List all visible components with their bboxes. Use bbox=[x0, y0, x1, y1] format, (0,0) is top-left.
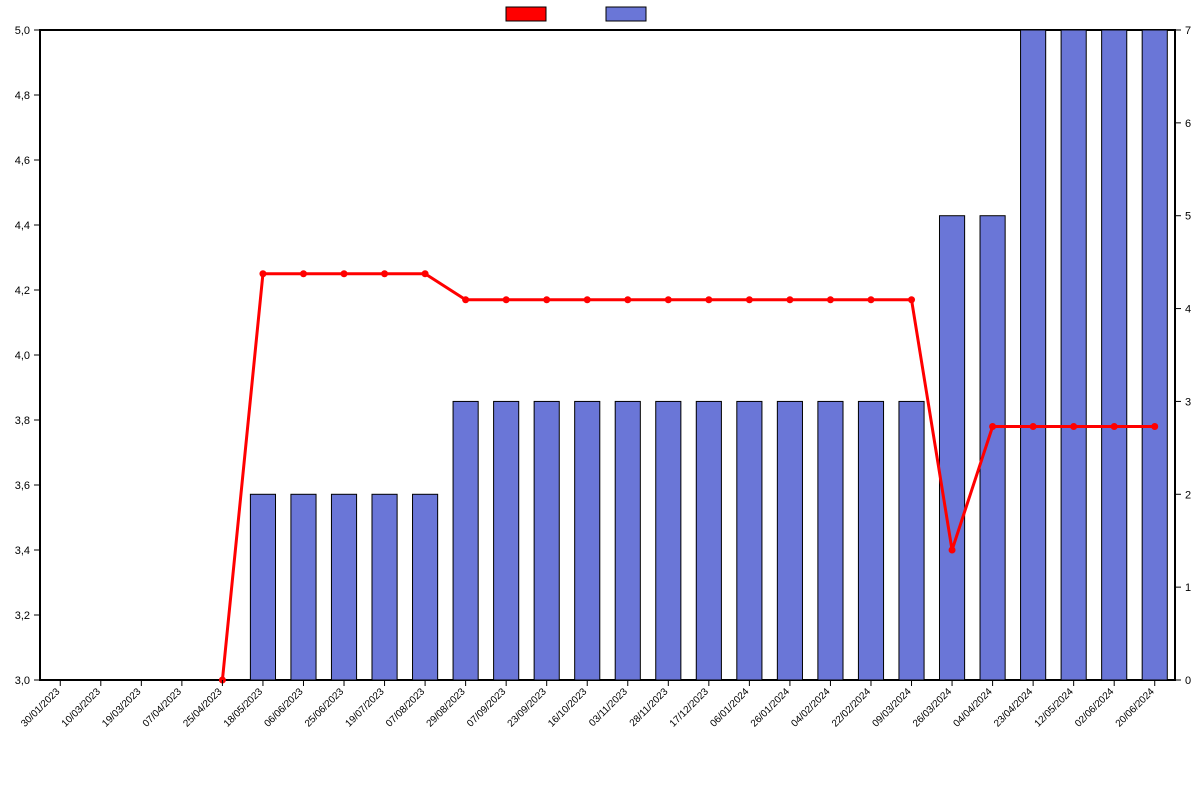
line-marker bbox=[624, 296, 631, 303]
bar bbox=[494, 401, 519, 680]
legend-line-swatch bbox=[506, 7, 546, 21]
line-marker bbox=[1151, 423, 1158, 430]
bar bbox=[250, 494, 275, 680]
y-left-tick-label: 4,2 bbox=[15, 285, 30, 297]
y-right-tick-label: 2 bbox=[1185, 489, 1191, 501]
y-right-tick-label: 0 bbox=[1185, 675, 1191, 687]
line-marker bbox=[341, 270, 348, 277]
bar bbox=[575, 401, 600, 680]
bar bbox=[291, 494, 316, 680]
y-right-tick-label: 6 bbox=[1185, 118, 1191, 130]
bar bbox=[696, 401, 721, 680]
bar bbox=[1142, 30, 1167, 680]
y-left-tick-label: 4,4 bbox=[15, 220, 30, 232]
line-marker bbox=[1070, 423, 1077, 430]
line-marker bbox=[908, 296, 915, 303]
bar bbox=[331, 494, 356, 680]
y-right-tick-label: 5 bbox=[1185, 211, 1191, 223]
line-marker bbox=[543, 296, 550, 303]
y-left-tick-label: 5,0 bbox=[15, 25, 30, 37]
line-marker bbox=[665, 296, 672, 303]
line-marker bbox=[584, 296, 591, 303]
bar bbox=[413, 494, 438, 680]
line-marker bbox=[1111, 423, 1118, 430]
y-right-tick-label: 1 bbox=[1185, 582, 1191, 594]
bar bbox=[1102, 30, 1127, 680]
line-marker bbox=[786, 296, 793, 303]
bar bbox=[818, 401, 843, 680]
line-marker bbox=[705, 296, 712, 303]
line-marker bbox=[746, 296, 753, 303]
line-marker bbox=[503, 296, 510, 303]
y-left-tick-label: 4,0 bbox=[15, 350, 30, 362]
bar bbox=[939, 216, 964, 680]
line-marker bbox=[827, 296, 834, 303]
line-marker bbox=[259, 270, 266, 277]
bar bbox=[1021, 30, 1046, 680]
line-marker bbox=[1030, 423, 1037, 430]
bar bbox=[980, 216, 1005, 680]
bar bbox=[534, 401, 559, 680]
y-left-tick-label: 3,6 bbox=[15, 480, 30, 492]
y-left-tick-label: 4,6 bbox=[15, 155, 30, 167]
bar bbox=[453, 401, 478, 680]
y-left-tick-label: 3,4 bbox=[15, 545, 30, 557]
y-right-tick-label: 3 bbox=[1185, 396, 1191, 408]
y-left-tick-label: 3,8 bbox=[15, 415, 30, 427]
bar bbox=[899, 401, 924, 680]
y-left-tick-label: 3,2 bbox=[15, 610, 30, 622]
line-marker bbox=[422, 270, 429, 277]
bar bbox=[737, 401, 762, 680]
line-marker bbox=[381, 270, 388, 277]
bar bbox=[372, 494, 397, 680]
bar bbox=[656, 401, 681, 680]
bar bbox=[777, 401, 802, 680]
combo-chart: 3,0 3,2 3,4 3,6 3,8 4,0 4,2 4,4 4,6 4,8 5,0 0 1 2 3 4 5 6… bbox=[0, 0, 1200, 800]
y-left-tick-label: 3,0 bbox=[15, 675, 30, 687]
legend-bar-swatch bbox=[606, 7, 646, 21]
bar bbox=[615, 401, 640, 680]
line-marker bbox=[462, 296, 469, 303]
line-marker bbox=[949, 547, 956, 554]
line-marker bbox=[989, 423, 996, 430]
chart-container: 3,0 3,2 3,4 3,6 3,8 4,0 4,2 4,4 4,6 4,8 5,0 0 1 2 3 4 5 6… bbox=[0, 0, 1200, 800]
bar bbox=[1061, 30, 1086, 680]
line-marker bbox=[867, 296, 874, 303]
line-marker bbox=[300, 270, 307, 277]
y-left-tick-label: 4,8 bbox=[15, 90, 30, 102]
bar bbox=[858, 401, 883, 680]
y-right-tick-label: 4 bbox=[1185, 304, 1191, 316]
y-right-tick-label: 7 bbox=[1185, 25, 1191, 37]
